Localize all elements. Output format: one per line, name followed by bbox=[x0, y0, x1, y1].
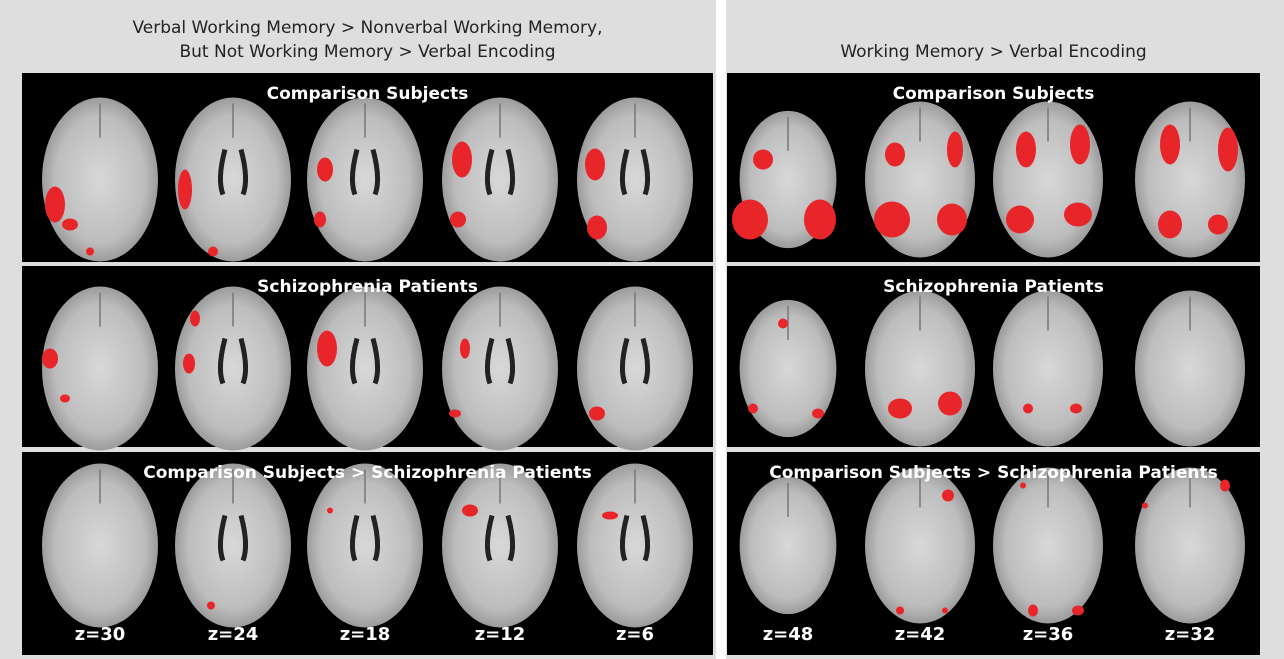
activation bbox=[1158, 211, 1182, 239]
activation bbox=[449, 410, 461, 418]
activation bbox=[587, 216, 607, 240]
activation bbox=[1020, 483, 1026, 489]
row-title: Schizophrenia Patients bbox=[883, 277, 1104, 297]
activation bbox=[317, 331, 337, 367]
slice-label: z=32 bbox=[1165, 624, 1216, 645]
activation bbox=[602, 512, 618, 520]
activation bbox=[1006, 206, 1034, 234]
activation bbox=[207, 602, 215, 610]
panel-title: Working Memory > Verbal Encoding bbox=[840, 42, 1146, 62]
slice-label: z=12 bbox=[475, 624, 526, 645]
panel-title-line: Working Memory > Verbal Encoding bbox=[840, 42, 1146, 62]
activation bbox=[317, 158, 333, 182]
activation bbox=[314, 212, 326, 228]
activation bbox=[178, 170, 192, 210]
activation bbox=[452, 142, 472, 178]
activation bbox=[1218, 128, 1238, 172]
activation bbox=[947, 132, 963, 168]
activation bbox=[885, 143, 905, 167]
activation bbox=[183, 354, 195, 374]
row-title: Comparison Subjects > Schizophrenia Pati… bbox=[143, 463, 591, 483]
slice-label: z=36 bbox=[1023, 624, 1074, 645]
panel-title-line: But Not Working Memory > Verbal Encoding bbox=[179, 42, 555, 62]
row-title: Comparison Subjects bbox=[267, 84, 469, 104]
activation bbox=[1208, 215, 1228, 235]
activation bbox=[748, 404, 758, 414]
activation bbox=[462, 505, 478, 517]
slice-label: z=6 bbox=[616, 624, 654, 645]
slice-label: z=42 bbox=[895, 624, 946, 645]
activation bbox=[732, 200, 768, 240]
activation bbox=[208, 247, 218, 257]
activation bbox=[1064, 203, 1092, 227]
figure: Verbal Working Memory > Nonverbal Workin… bbox=[0, 0, 1284, 659]
activation bbox=[942, 608, 948, 614]
activation bbox=[753, 150, 773, 170]
activation bbox=[896, 607, 904, 615]
activation bbox=[585, 149, 605, 181]
activation bbox=[937, 204, 967, 236]
activation bbox=[1160, 125, 1180, 165]
panel-title-line: Verbal Working Memory > Nonverbal Workin… bbox=[132, 18, 602, 38]
panel-gap bbox=[716, 0, 726, 659]
row-title: Comparison Subjects > Schizophrenia Pati… bbox=[769, 463, 1217, 483]
activation bbox=[812, 409, 824, 419]
slice-label: z=48 bbox=[763, 624, 814, 645]
activation bbox=[62, 219, 78, 231]
activation bbox=[1016, 132, 1036, 168]
activation bbox=[60, 395, 70, 403]
activation bbox=[1028, 605, 1038, 617]
row-title: Comparison Subjects bbox=[893, 84, 1095, 104]
activation bbox=[1072, 606, 1084, 616]
activation bbox=[327, 508, 333, 514]
activation bbox=[589, 407, 605, 421]
activation bbox=[942, 490, 954, 502]
slice-label: z=30 bbox=[75, 624, 126, 645]
activation bbox=[938, 392, 962, 416]
slice-label: z=24 bbox=[208, 624, 259, 645]
activation bbox=[1023, 404, 1033, 414]
activation bbox=[45, 187, 65, 223]
activation bbox=[1070, 125, 1090, 165]
row-title: Schizophrenia Patients bbox=[257, 277, 478, 297]
activation bbox=[450, 212, 466, 228]
activation bbox=[1142, 503, 1148, 509]
activation bbox=[1070, 404, 1082, 414]
activation bbox=[804, 200, 836, 240]
activation bbox=[778, 319, 788, 329]
activation bbox=[42, 349, 58, 369]
activation bbox=[1220, 480, 1230, 492]
activation bbox=[190, 311, 200, 327]
slice-label: z=18 bbox=[340, 624, 391, 645]
activation bbox=[86, 248, 94, 256]
activation bbox=[874, 202, 910, 238]
activation bbox=[888, 399, 912, 419]
activation bbox=[460, 339, 470, 359]
